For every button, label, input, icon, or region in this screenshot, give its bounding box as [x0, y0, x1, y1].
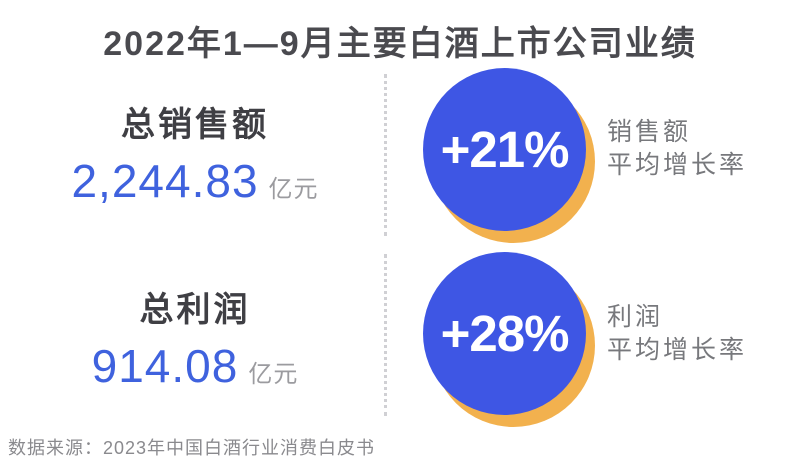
growth-label-sales-line2: 平均增长率: [607, 151, 748, 179]
growth-circle-profit: +28%: [423, 252, 595, 427]
stat-block-total-sales: 总销售额 2,244.83 亿元: [30, 97, 360, 208]
page-title: 2022年1—9月主要白酒上市公司业绩: [103, 25, 697, 63]
growth-label-profit-line2: 平均增长率: [607, 336, 748, 364]
growth-value-sales: +21%: [440, 121, 570, 178]
stat-value-row-total-sales: 2,244.83 亿元: [30, 154, 360, 208]
growth-value-profit: +28%: [440, 305, 570, 362]
stat-unit-total-sales: 亿元: [268, 176, 319, 203]
dotted-divider-top: [384, 74, 387, 236]
growth-label-sales-line1: 销售额: [607, 118, 692, 146]
growth-label-profit: 利润 平均增长率: [607, 301, 747, 367]
stat-unit-total-profit: 亿元: [248, 361, 299, 388]
stat-value-total-sales: 2,244.83: [71, 155, 259, 207]
source-note: 数据来源：2023年中国白酒行业消费白皮书: [8, 438, 376, 458]
growth-label-sales: 销售额 平均增长率: [607, 116, 747, 182]
stat-block-total-profit: 总利润 914.08 亿元: [30, 282, 360, 393]
growth-circle-sales: +21%: [423, 68, 595, 243]
growth-label-profit-line1: 利润: [607, 303, 664, 331]
stat-label-total-sales: 总销售额: [121, 106, 269, 144]
growth-badge-sales: +21%: [423, 68, 586, 231]
stat-label-total-profit: 总利润: [139, 291, 251, 329]
stat-value-row-total-profit: 914.08 亿元: [30, 339, 360, 393]
growth-badge-profit: +28%: [423, 252, 586, 415]
stat-value-total-profit: 914.08: [91, 340, 239, 392]
dotted-divider-bottom: [384, 254, 387, 416]
